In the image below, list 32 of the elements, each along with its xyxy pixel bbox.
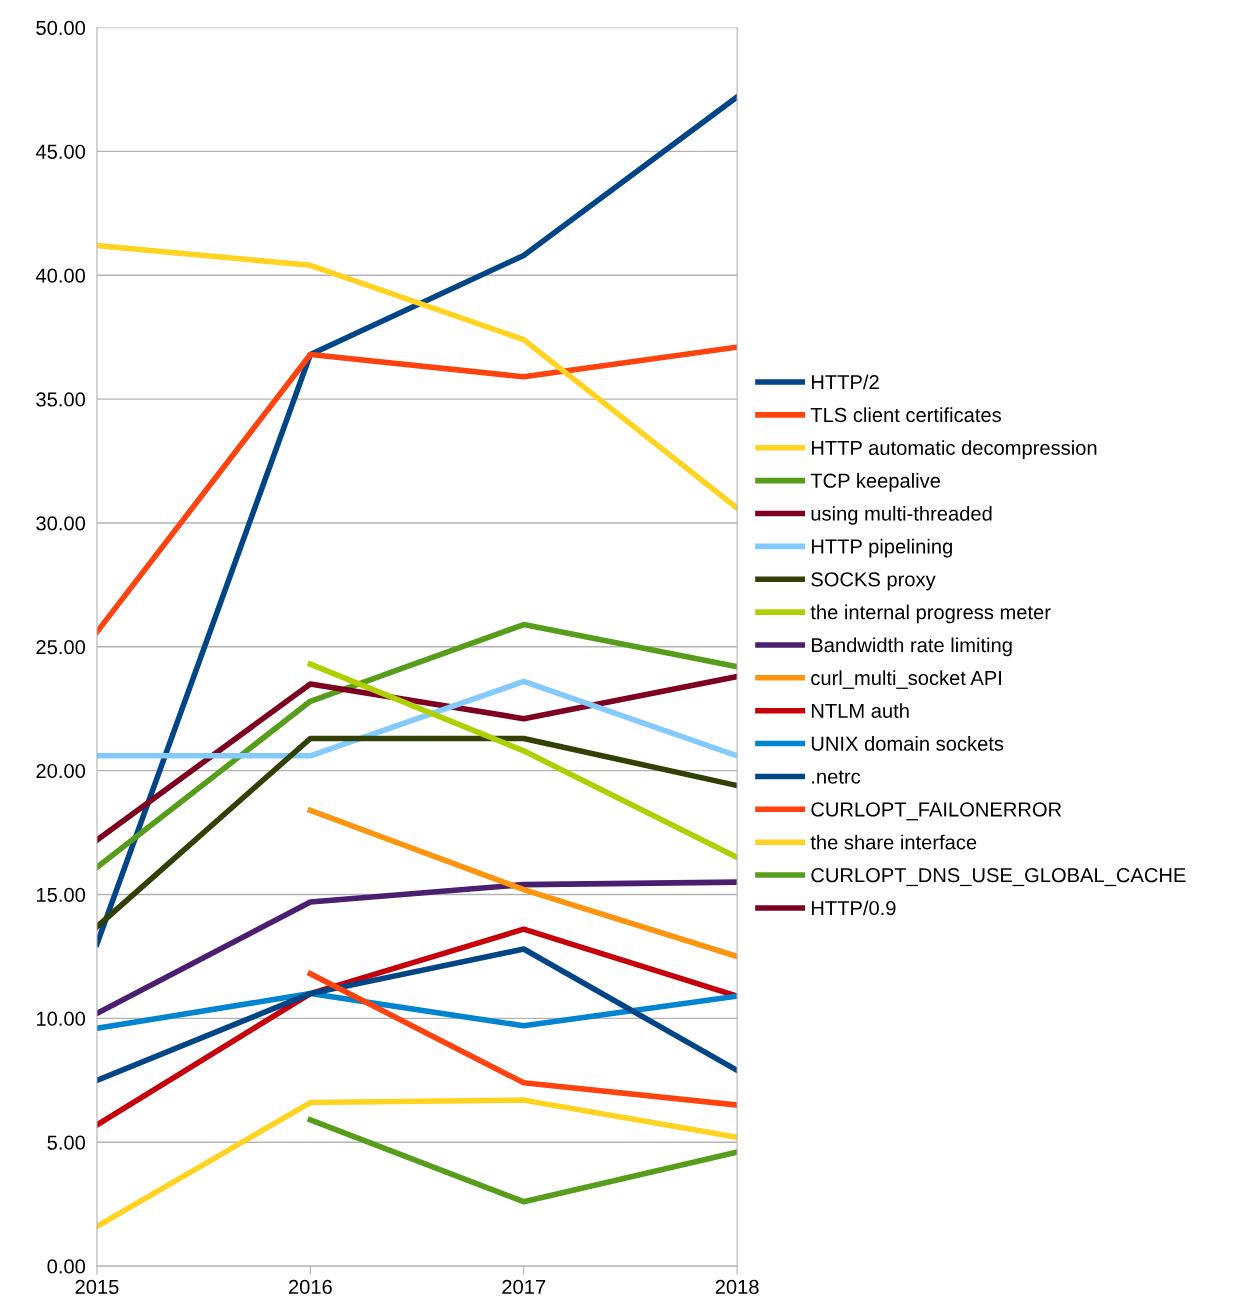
legend-label: using multi-threaded [811,505,992,525]
legend-label: CURLOPT_DNS_USE_GLOBAL_CACHE [811,868,1186,887]
y-tick-label: 30.00 [36,516,86,531]
legend-label: the share interface [810,834,977,850]
legend-label: UNIX domain sockets [811,736,1004,751]
x-tick-label: 2018 [715,1279,759,1295]
x-tick-label: 2017 [502,1279,546,1295]
y-tick-label: 25.00 [36,640,86,655]
legend-label: curl_multi_socket API [811,670,1001,689]
y-tick-label: 15.00 [36,887,86,903]
legend-label: TLS client certificates [810,407,1001,423]
legend-label: NTLM auth [811,703,909,718]
legend-label: CURLOPT_FAILONERROR [811,802,1062,821]
legend-label: HTTP/0.9 [811,900,896,916]
legend-label: HTTP/2 [811,374,879,390]
y-tick-label: 40.00 [35,268,86,283]
y-tick-label: 45.00 [35,144,86,159]
legend-label: the internal progress meter [810,604,1051,624]
y-tick-label: 20.00 [36,763,86,779]
legend-label: .netrc [812,770,861,784]
y-tick-label: 0.00 [47,1259,86,1274]
x-tick-label: 2015 [75,1279,119,1295]
legend-label: HTTP pipelining [811,538,952,558]
legend-label: Bandwidth rate limiting [811,637,1012,657]
y-tick-label: 50.00 [36,20,86,36]
x-tick-label: 2016 [288,1279,332,1295]
legend-label: TCP keepalive [810,473,941,492]
legend-label: HTTP automatic decompression [811,440,1097,459]
y-tick-label: 10.00 [36,1011,86,1026]
y-tick-label: 35.00 [36,392,86,407]
y-tick-label: 5.00 [47,1135,86,1150]
legend-label: SOCKS proxy [811,572,936,591]
